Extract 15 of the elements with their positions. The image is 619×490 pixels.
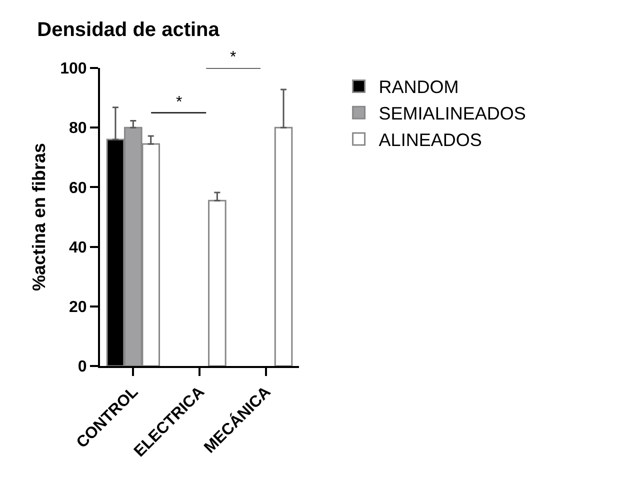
legend-label: RANDOM [378, 77, 459, 98]
y-tick-label: 80 [69, 120, 87, 138]
legend-label: ALINEADOS [378, 130, 482, 150]
text: * [230, 49, 236, 66]
bar [208, 200, 226, 366]
y-tick-label: 40 [69, 239, 87, 256]
y-tick-label: 60 [69, 180, 87, 197]
bar [274, 126, 293, 366]
legend-label: SEMIALINEADOS [378, 104, 526, 124]
y-axis-title: %actina en fibras [28, 142, 49, 292]
chart-title: Densidad de actina [37, 19, 220, 42]
y-tick-label: 20 [69, 299, 87, 316]
y-tick-label: 100 [60, 60, 87, 78]
y-tick-label: 0 [78, 358, 87, 376]
annotation: * [176, 94, 182, 111]
